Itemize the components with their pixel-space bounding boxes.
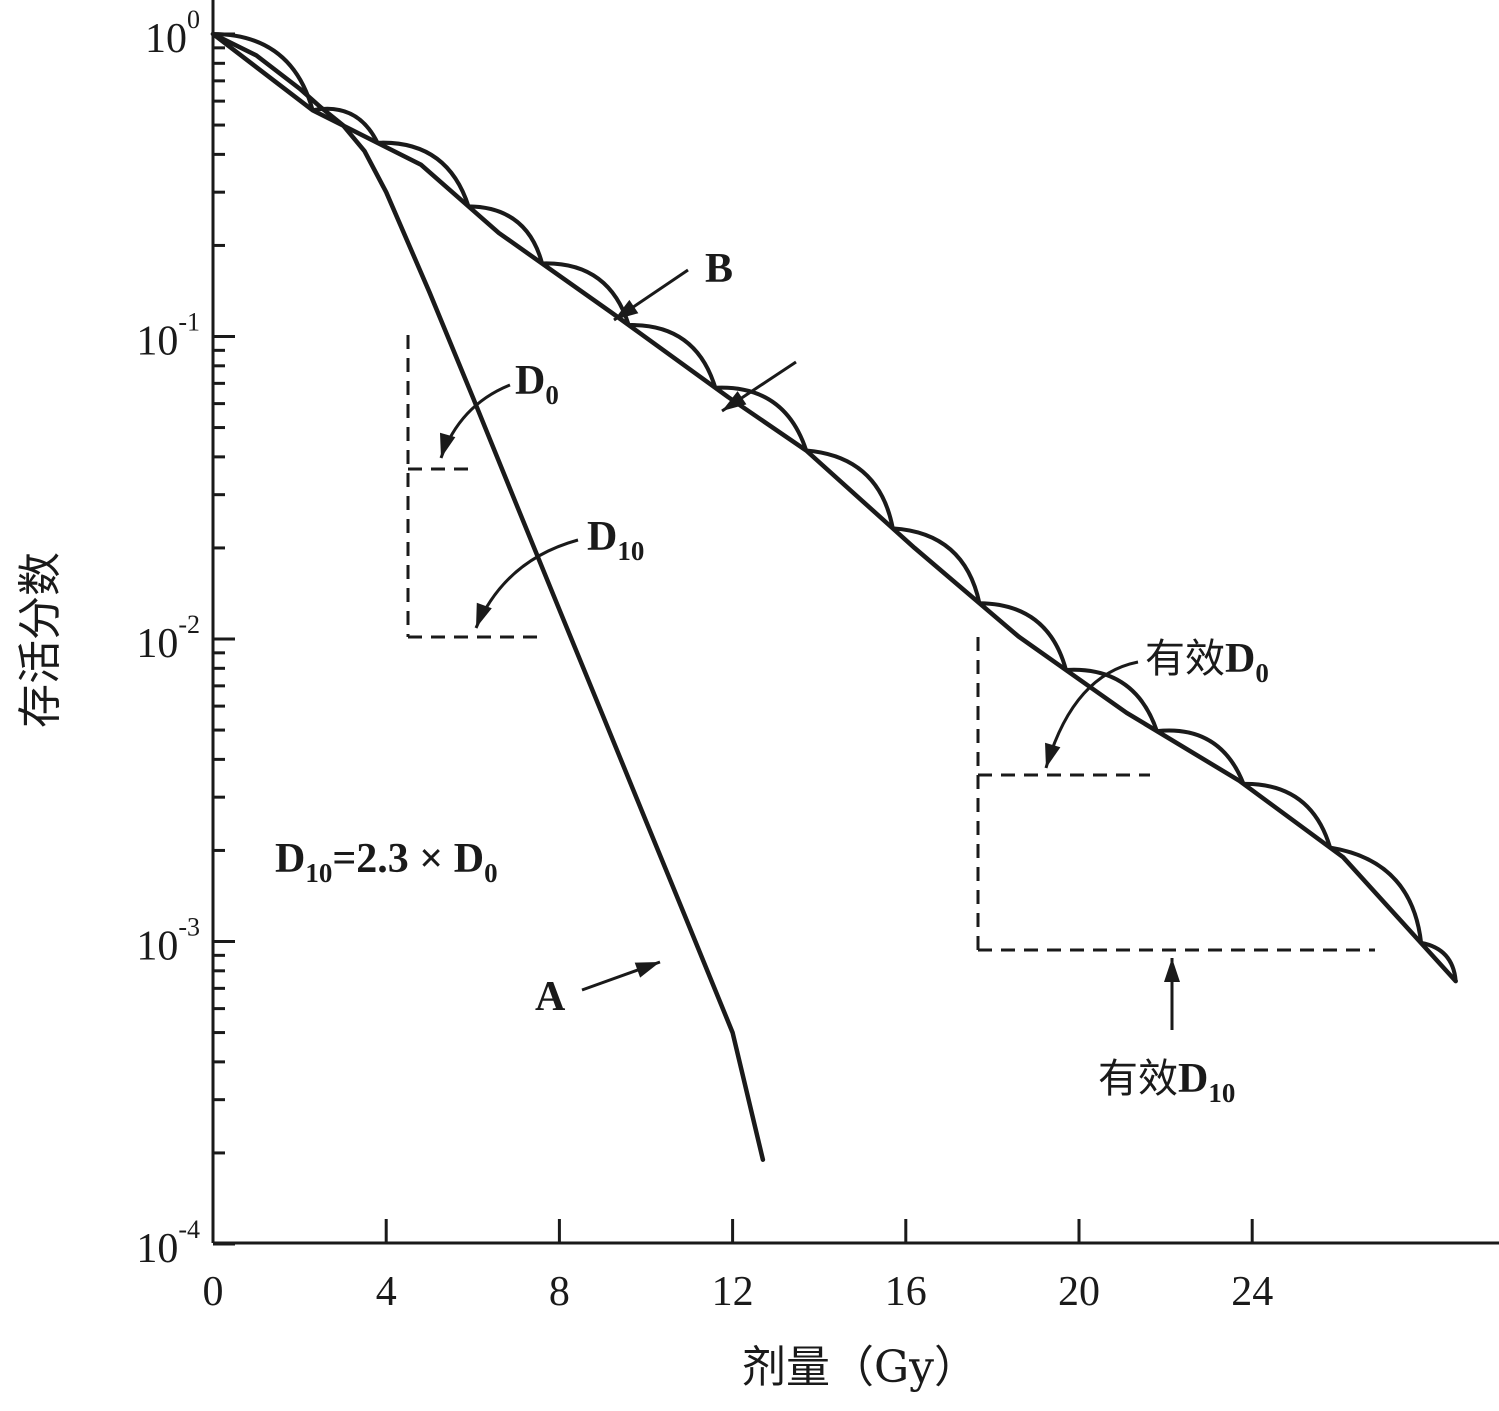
fraction-shoulder — [1420, 940, 1458, 982]
arrow-eff-d0 — [1044, 660, 1139, 769]
arrow-d0-head — [439, 432, 456, 458]
x-tick-label: 24 — [1231, 1269, 1273, 1315]
y-axis-title: 存活分数 — [15, 552, 66, 728]
dashed-guides — [211, 34, 1375, 952]
arrow-eff-d0-head — [1045, 742, 1061, 768]
arrow-d0 — [439, 383, 511, 459]
label-d0: D0 — [515, 358, 559, 410]
fraction-shoulder — [892, 526, 982, 604]
x-tick-label: 16 — [885, 1269, 927, 1315]
fraction-shoulder — [468, 204, 545, 265]
fraction-shoulder — [1065, 667, 1159, 732]
x-tick-label: 20 — [1058, 1269, 1100, 1315]
label-a: A — [535, 974, 566, 1020]
fraction-shoulder — [1329, 845, 1424, 944]
x-tick-label: 0 — [203, 1269, 224, 1315]
fraction-shoulder — [1243, 781, 1333, 849]
y-tick-label: 10-1 — [136, 308, 200, 365]
fraction-shoulder — [312, 106, 380, 144]
label-effective-d10: 有效D10 — [1098, 1056, 1235, 1108]
arrow-d10-head — [476, 602, 492, 628]
fraction-shoulder — [212, 32, 315, 111]
arrow-b-head — [614, 299, 639, 320]
x-tick-label: 4 — [376, 1269, 397, 1315]
label-effective-d0: 有效D0 — [1145, 636, 1269, 688]
arrows — [439, 268, 1180, 1030]
labels: B A D0 D10 有效D0 有效D10 D10=2.3 × D0 — [275, 246, 1269, 1108]
y-tick-label: 10-2 — [136, 610, 200, 667]
fraction-shoulder — [979, 601, 1068, 671]
arrow-a-head — [634, 962, 660, 978]
label-formula: D10=2.3 × D0 — [275, 836, 498, 888]
y-tick-label: 100 — [145, 5, 200, 62]
x-axis-title: 剂量（Gy） — [742, 1342, 978, 1393]
fraction-shoulder — [377, 140, 471, 208]
y-tick-label: 10-4 — [136, 1215, 200, 1272]
curve-a — [210, 31, 766, 1162]
arrow-eff-d10-head — [1164, 958, 1180, 982]
fraction-shoulder — [628, 323, 718, 389]
x-tick-label: 8 — [549, 1269, 570, 1315]
fraction-shoulder — [806, 448, 895, 529]
axes: 0 4 8 12 16 20 24 100 10-1 10-2 10-3 10-4 — [136, 0, 1499, 1315]
fraction-shoulder — [715, 385, 809, 452]
curves — [210, 31, 1458, 1162]
x-tick-label: 12 — [712, 1269, 754, 1315]
fraction-shoulder — [1156, 728, 1246, 785]
y-tick-label: 10-3 — [136, 913, 200, 970]
arrow-b-second-head — [722, 391, 747, 411]
label-b: B — [705, 246, 733, 292]
label-d10: D10 — [587, 514, 644, 566]
